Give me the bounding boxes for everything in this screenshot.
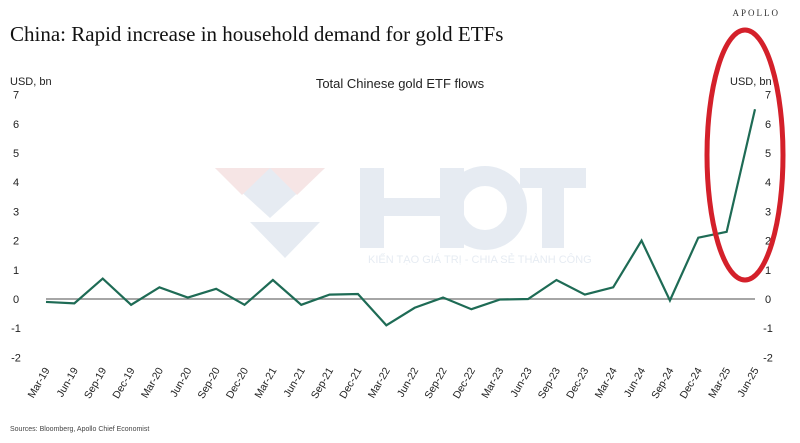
brand-logo: APOLLO — [732, 8, 780, 18]
x-tick-label: Sep-21 — [309, 365, 336, 400]
x-tick-label: Dec-20 — [224, 365, 251, 400]
x-tick-label: Mar-21 — [252, 365, 279, 400]
y-tick-right: 1 — [765, 265, 771, 277]
x-tick-label: Mar-24 — [593, 365, 620, 400]
y-tick-left: 7 — [13, 90, 19, 102]
y-tick-right: 4 — [765, 177, 771, 189]
x-tick-label: Jun-20 — [168, 365, 195, 399]
y-axis-label-left: USD, bn — [10, 76, 52, 88]
x-tick-label: Jun-22 — [395, 365, 422, 399]
y-tick-right: 6 — [765, 119, 771, 131]
y-tick-right: 7 — [765, 90, 771, 102]
x-tick-label: Sep-20 — [195, 365, 222, 400]
x-tick-label: Mar-22 — [366, 365, 393, 400]
chart-title: China: Rapid increase in household deman… — [10, 22, 504, 46]
x-tick-label: Mar-19 — [26, 365, 53, 400]
y-tick-left: -1 — [11, 323, 21, 335]
x-tick-label: Dec-24 — [678, 365, 705, 400]
x-tick-label: Dec-22 — [451, 365, 478, 400]
x-tick-label: Sep-23 — [536, 365, 563, 400]
series-line — [45, 108, 757, 327]
x-tick-label: Mar-20 — [139, 365, 166, 400]
y-tick-left: 5 — [13, 148, 19, 160]
y-tick-left: 1 — [13, 265, 19, 277]
watermark-tagline: KIẾN TẠO GIÁ TRỊ - CHIA SẺ THÀNH CÔNG — [368, 253, 592, 266]
y-axis-label-right: USD, bn — [730, 76, 772, 88]
x-tick-label: Jun-25 — [735, 365, 762, 399]
y-tick-right: -1 — [763, 323, 773, 335]
y-tick-left: 3 — [13, 206, 19, 218]
y-tick-left: 2 — [13, 236, 19, 248]
y-tick-left: 6 — [13, 119, 19, 131]
x-tick-label: Mar-23 — [479, 365, 506, 400]
highlight-ellipse — [704, 27, 786, 283]
y-tick-right: 5 — [765, 148, 771, 160]
x-tick-label: Jun-24 — [622, 365, 649, 399]
source-note: Sources: Bloomberg, Apollo Chief Economi… — [10, 426, 150, 433]
x-tick-label: Dec-19 — [110, 365, 137, 400]
x-tick-label: Sep-19 — [82, 365, 109, 400]
y-tick-left: -2 — [11, 352, 21, 364]
y-tick-right: 2 — [765, 236, 771, 248]
x-tick-label: Dec-21 — [337, 365, 364, 400]
watermark: KIẾN TẠO GIÁ TRỊ - CHIA SẺ THÀNH CÔNG — [215, 166, 592, 266]
y-tick-right: 3 — [765, 206, 771, 218]
y-tick-left: 0 — [13, 294, 19, 306]
x-tick-label: Jun-19 — [55, 365, 82, 399]
chart-subtitle: Total Chinese gold ETF flows — [315, 76, 485, 91]
x-tick-label: Sep-22 — [422, 365, 449, 400]
x-tick-label: Jun-23 — [508, 365, 535, 399]
y-tick-left: 4 — [13, 177, 19, 189]
y-tick-right: -2 — [763, 352, 773, 364]
x-tick-label: Mar-25 — [706, 365, 733, 400]
x-tick-label: Jun-21 — [281, 365, 308, 399]
y-tick-right: 0 — [765, 294, 771, 306]
x-tick-label: Dec-23 — [564, 365, 591, 400]
x-tick-label: Sep-24 — [649, 365, 676, 400]
